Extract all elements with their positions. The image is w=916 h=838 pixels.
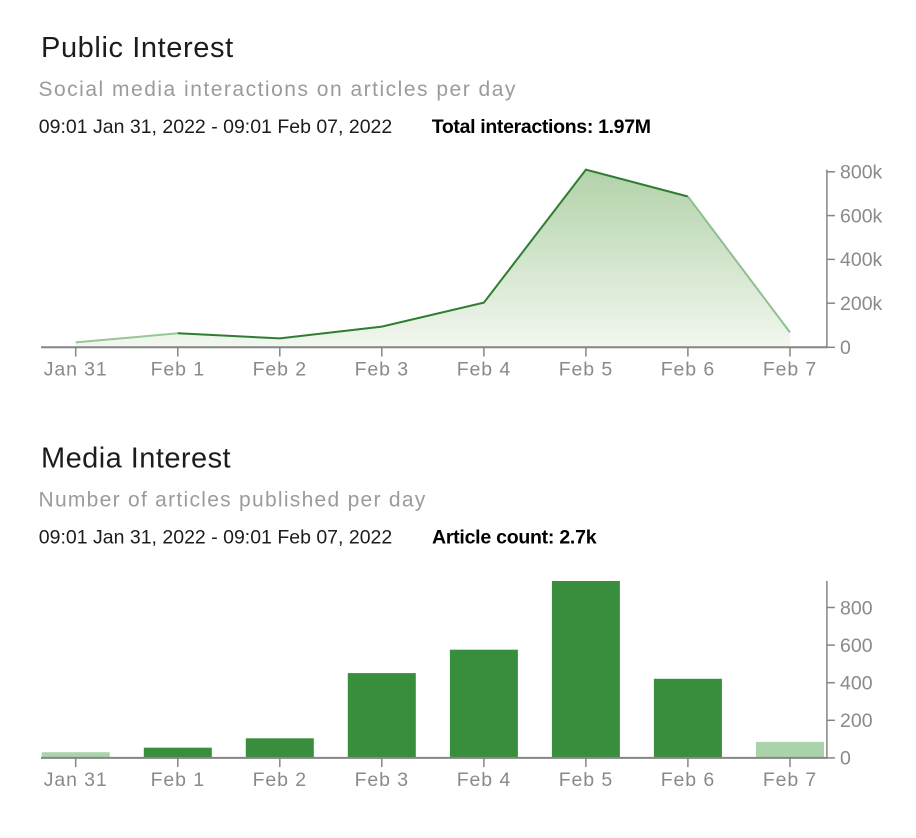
svg-text:Number of articles published p: Number of articles published per day xyxy=(39,489,427,512)
svg-text:0: 0 xyxy=(840,748,851,770)
svg-text:Feb 3: Feb 3 xyxy=(355,769,409,791)
svg-text:Jan 31: Jan 31 xyxy=(44,769,108,791)
svg-text:600: 600 xyxy=(840,635,873,657)
svg-text:400: 400 xyxy=(840,673,873,695)
svg-text:Feb 4: Feb 4 xyxy=(457,359,511,381)
svg-text:Feb 6: Feb 6 xyxy=(661,359,715,381)
svg-text:Feb 4: Feb 4 xyxy=(457,769,511,791)
svg-text:Feb 5: Feb 5 xyxy=(559,769,613,791)
svg-text:Feb 6: Feb 6 xyxy=(661,769,715,791)
svg-text:Feb 2: Feb 2 xyxy=(253,359,307,381)
svg-text:09:01 Jan 31, 2022 - 09:01 Feb: 09:01 Jan 31, 2022 - 09:01 Feb 07, 2022 xyxy=(39,527,392,549)
svg-text:400k: 400k xyxy=(840,249,883,271)
svg-text:09:01 Jan 31, 2022 - 09:01 Feb: 09:01 Jan 31, 2022 - 09:01 Feb 07, 2022 xyxy=(39,116,392,138)
svg-text:Public Interest: Public Interest xyxy=(41,32,234,64)
svg-text:Feb 7: Feb 7 xyxy=(763,359,817,381)
svg-text:800: 800 xyxy=(840,597,873,619)
svg-text:Feb 1: Feb 1 xyxy=(151,359,205,381)
svg-text:Feb 2: Feb 2 xyxy=(253,769,307,791)
svg-text:200: 200 xyxy=(840,710,873,732)
svg-text:Media Interest: Media Interest xyxy=(41,443,231,475)
svg-text:Jan 31: Jan 31 xyxy=(44,359,108,381)
svg-text:Feb 3: Feb 3 xyxy=(355,359,409,381)
svg-text:800k: 800k xyxy=(840,162,883,184)
svg-text:Feb 1: Feb 1 xyxy=(151,769,205,791)
svg-text:Article count: 2.7k: Article count: 2.7k xyxy=(432,527,597,549)
svg-text:Feb 5: Feb 5 xyxy=(559,359,613,381)
svg-text:Feb 7: Feb 7 xyxy=(763,769,817,791)
svg-text:0: 0 xyxy=(840,337,851,359)
svg-text:Total interactions: 1.97M: Total interactions: 1.97M xyxy=(432,116,651,138)
svg-text:Social media interactions on a: Social media interactions on articles pe… xyxy=(39,78,517,101)
svg-text:200k: 200k xyxy=(840,293,883,315)
svg-text:600k: 600k xyxy=(840,205,883,227)
